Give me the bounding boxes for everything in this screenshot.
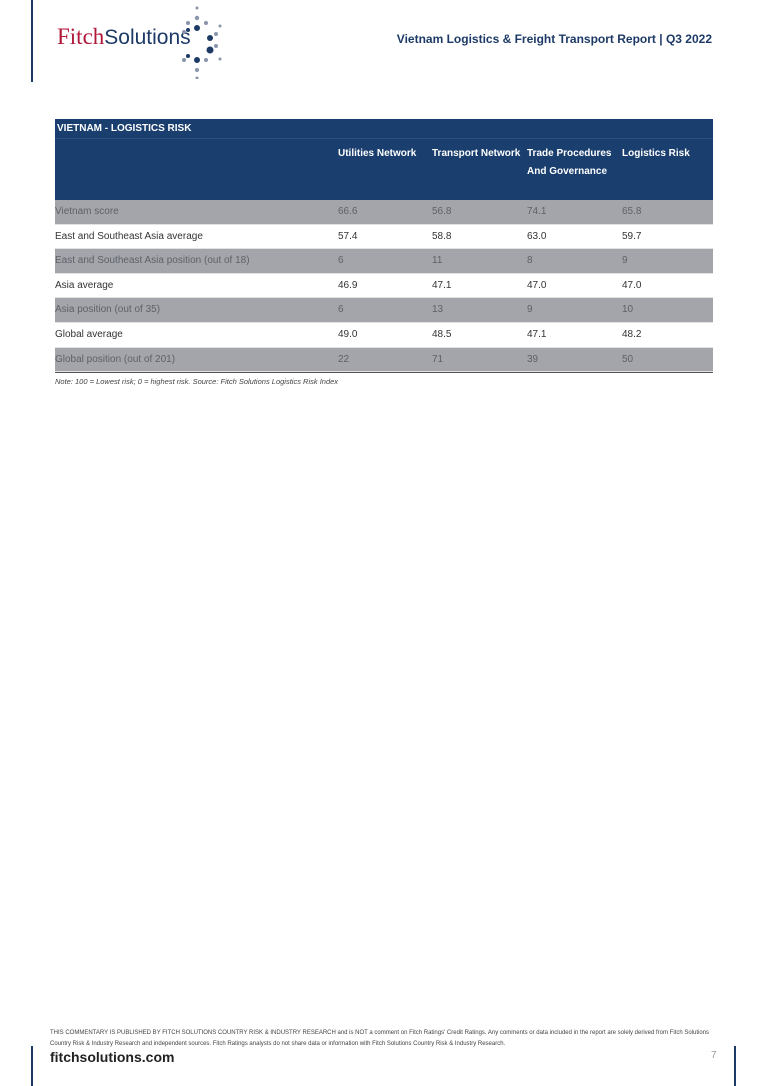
cell-value: 48.2 <box>622 328 642 340</box>
cell-value: 47.1 <box>432 279 452 291</box>
cell-value: 59.7 <box>622 230 642 242</box>
table-row: East and Southeast Asia position (out of… <box>55 249 713 274</box>
row-label: Vietnam score <box>55 206 119 217</box>
cell-value: 10 <box>622 304 634 316</box>
cell-value: 39 <box>527 353 539 365</box>
column-header: Logistics Risk <box>622 148 690 159</box>
logistics-risk-table: VIETNAM - LOGISTICS RISK Utilities Netwo… <box>55 119 713 373</box>
cell-value: 49.0 <box>338 328 358 340</box>
cell-value: 9 <box>622 255 628 267</box>
cell-value: 11 <box>432 255 443 267</box>
table-header: VIETNAM - LOGISTICS RISK Utilities Netwo… <box>55 119 713 200</box>
table-row: Global average 49.0 48.5 47.1 48.2 <box>55 323 713 348</box>
cell-value: 66.6 <box>338 206 358 217</box>
cell-value: 6 <box>338 304 344 316</box>
cell-value: 65.8 <box>622 206 642 217</box>
table-row: East and Southeast Asia average 57.4 58.8 6… <box>55 225 713 250</box>
cell-value: 63.0 <box>527 230 547 242</box>
website-link[interactable]: fitchsolutions.com <box>50 1049 175 1065</box>
row-label: Asia average <box>55 279 114 291</box>
cell-value: 71 <box>432 353 444 365</box>
report-title: Vietnam Logistics & Freight Transport Re… <box>396 32 712 46</box>
cell-value: 57.4 <box>338 230 358 242</box>
row-label: East and Southeast Asia average <box>55 230 203 242</box>
table-row: Asia position (out of 35) 6 13 9 10 <box>55 298 713 323</box>
cell-value: 48.5 <box>432 328 452 340</box>
row-label: Global average <box>55 328 123 340</box>
page-number: 7 <box>711 1050 717 1061</box>
footer-accent-bar-left <box>31 1046 33 1086</box>
logo-dots-icon <box>182 6 222 79</box>
table-row: Asia average 46.9 47.1 47.0 47.0 <box>55 274 713 299</box>
disclaimer: THIS COMMENTARY IS PUBLISHED BY FITCH SO… <box>50 1030 710 1047</box>
cell-value: 58.8 <box>432 230 452 242</box>
footer-accent-bar-right <box>734 1046 736 1086</box>
table-row: Vietnam score 66.6 56.8 74.1 65.8 <box>55 200 713 225</box>
cell-value: 56.8 <box>432 206 452 217</box>
row-label: Asia position (out of 35) <box>55 304 161 316</box>
cell-value: 6 <box>338 255 344 267</box>
row-label: East and Southeast Asia position (out of… <box>55 255 250 267</box>
cell-value: 47.0 <box>622 279 642 291</box>
fitch-solutions-logo: FitchSolutions <box>57 24 191 49</box>
table-title: VIETNAM - LOGISTICS RISK <box>55 119 713 139</box>
cell-value: 74.1 <box>527 206 547 217</box>
column-header: Trade Procedures And Governance <box>527 148 612 177</box>
cell-value: 9 <box>527 304 533 316</box>
row-label: Global position (out of 201) <box>55 353 176 365</box>
cell-value: 22 <box>338 353 350 365</box>
cell-value: 8 <box>527 255 533 267</box>
cell-value: 46.9 <box>338 279 358 291</box>
cell-value: 47.1 <box>527 328 547 340</box>
header-accent-bar <box>31 0 33 82</box>
cell-value: 50 <box>622 353 634 365</box>
column-header: Utilities Network <box>338 148 417 159</box>
cell-value: 47.0 <box>527 279 547 291</box>
column-header: Transport Network <box>432 148 521 159</box>
table-row: Global position (out of 201) 22 71 39 50 <box>55 347 713 373</box>
table-bottom-rule <box>55 372 713 373</box>
cell-value: 13 <box>432 304 444 316</box>
table-note: Note: 100 = Lowest risk; 0 = highest ris… <box>55 377 339 386</box>
